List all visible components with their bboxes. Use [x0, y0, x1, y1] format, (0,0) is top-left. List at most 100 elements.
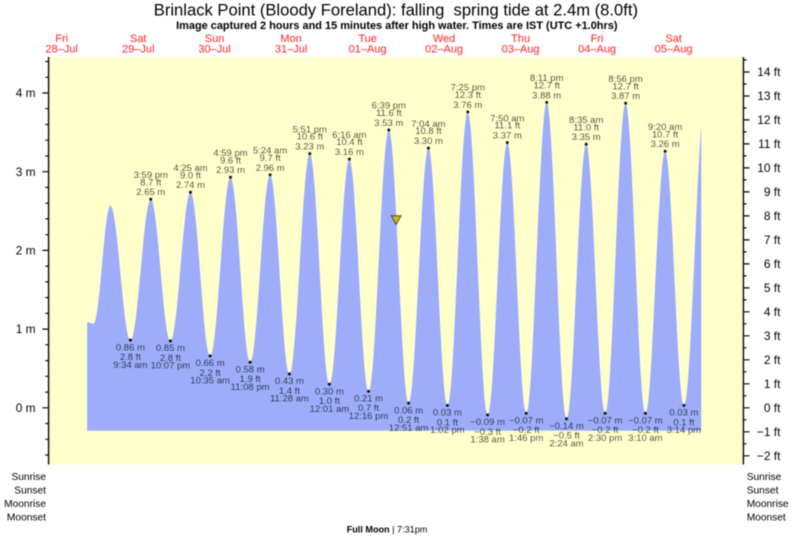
svg-text:3:14 pm: 3:14 pm [667, 425, 701, 436]
svg-text:1:38 am: 1:38 am [470, 435, 504, 446]
svg-text:3.88 m: 3.88 m [532, 90, 561, 101]
svg-text:0 m: 0 m [16, 401, 36, 415]
svg-text:12:01 am: 12:01 am [310, 404, 350, 415]
svg-text:12 ft: 12 ft [757, 113, 781, 127]
svg-text:02–Aug: 02–Aug [425, 44, 463, 56]
svg-text:2 ft: 2 ft [764, 353, 781, 367]
svg-text:Moonrise: Moonrise [747, 499, 789, 510]
svg-text:−0.07 m: −0.07 m [628, 416, 663, 427]
svg-text:−0.2 ft: −0.2 ft [592, 425, 619, 436]
svg-text:8 ft: 8 ft [764, 209, 781, 223]
svg-text:0.03 m: 0.03 m [433, 408, 462, 419]
svg-text:13 ft: 13 ft [757, 89, 781, 103]
svg-text:3.53 m: 3.53 m [374, 118, 403, 129]
svg-text:5:24 am: 5:24 am [253, 146, 287, 157]
svg-text:Moonrise: Moonrise [4, 499, 46, 510]
svg-text:6:16 am: 6:16 am [332, 130, 366, 141]
svg-text:0.1 ft: 0.1 ft [437, 417, 458, 428]
svg-text:4:25 am: 4:25 am [173, 163, 207, 174]
svg-text:−0.3 ft: −0.3 ft [474, 427, 501, 438]
svg-text:10.4 ft: 10.4 ft [336, 137, 363, 148]
svg-text:11:08 pm: 11:08 pm [231, 382, 270, 393]
svg-text:1.4 ft: 1.4 ft [279, 386, 300, 397]
svg-text:2.8 ft: 2.8 ft [120, 352, 141, 363]
svg-text:Sunrise: Sunrise [747, 472, 782, 483]
svg-text:9 ft: 9 ft [764, 185, 781, 199]
svg-text:31–Jul: 31–Jul [275, 44, 307, 56]
svg-text:10:07 pm: 10:07 pm [151, 361, 191, 372]
svg-text:Wed: Wed [433, 33, 455, 45]
svg-text:3.23 m: 3.23 m [295, 142, 324, 153]
svg-text:12.7 ft: 12.7 ft [612, 81, 639, 92]
svg-text:9.7 ft: 9.7 ft [260, 153, 281, 164]
svg-text:1:02 pm: 1:02 pm [430, 425, 464, 436]
svg-text:0.66 m: 0.66 m [196, 358, 225, 369]
svg-text:10.7 ft: 10.7 ft [652, 129, 679, 140]
svg-text:0.2 ft: 0.2 ft [398, 415, 419, 426]
svg-text:3.76 m: 3.76 m [453, 100, 482, 111]
svg-text:−1 ft: −1 ft [757, 425, 781, 439]
svg-text:2.96 m: 2.96 m [256, 163, 285, 174]
svg-text:8:11 pm: 8:11 pm [530, 73, 564, 84]
svg-text:Moonset: Moonset [747, 512, 786, 523]
svg-text:Thu: Thu [511, 33, 530, 45]
svg-text:3.37 m: 3.37 m [493, 131, 522, 142]
svg-text:30–Jul: 30–Jul [198, 44, 230, 56]
svg-text:3.35 m: 3.35 m [572, 132, 601, 143]
svg-text:9:20 am: 9:20 am [648, 122, 682, 133]
svg-text:9.0 ft: 9.0 ft [180, 170, 201, 181]
svg-text:3.26 m: 3.26 m [651, 139, 680, 150]
svg-text:12:51 am: 12:51 am [389, 423, 429, 434]
svg-text:2.93 m: 2.93 m [216, 165, 245, 176]
svg-text:11:28 am: 11:28 am [270, 394, 309, 405]
svg-text:−0.09 m: −0.09 m [470, 417, 505, 428]
svg-text:01–Aug: 01–Aug [349, 44, 387, 56]
svg-text:Sunset: Sunset [747, 486, 779, 497]
svg-text:10.8 ft: 10.8 ft [415, 126, 442, 137]
svg-text:8.7 ft: 8.7 ft [140, 177, 161, 188]
svg-text:Tue: Tue [358, 33, 377, 45]
svg-text:7:25 pm: 7:25 pm [451, 83, 485, 94]
svg-text:−2 ft: −2 ft [757, 449, 781, 463]
svg-text:4 ft: 4 ft [764, 305, 781, 319]
svg-text:Image captured 2 hours and 15: Image captured 2 hours and 15 minutes af… [176, 20, 618, 32]
svg-text:Sunrise: Sunrise [11, 472, 46, 483]
svg-text:12.3 ft: 12.3 ft [455, 90, 482, 101]
svg-text:Sunset: Sunset [14, 486, 46, 497]
svg-text:12.7 ft: 12.7 ft [533, 81, 560, 92]
svg-text:0 ft: 0 ft [764, 401, 781, 415]
svg-text:3.16 m: 3.16 m [335, 147, 364, 158]
svg-text:7:50 am: 7:50 am [490, 113, 524, 124]
svg-text:−0.2 ft: −0.2 ft [632, 425, 659, 436]
svg-text:3:59 pm: 3:59 pm [134, 170, 168, 181]
svg-text:04–Aug: 04–Aug [578, 44, 616, 56]
svg-text:8:35 am: 8:35 am [569, 115, 603, 126]
svg-text:2.65 m: 2.65 m [136, 187, 165, 198]
svg-text:0.86 m: 0.86 m [116, 342, 145, 353]
svg-text:03–Aug: 03–Aug [502, 44, 540, 56]
svg-text:Fri: Fri [591, 33, 604, 45]
svg-text:−0.2 ft: −0.2 ft [513, 425, 540, 436]
svg-text:12:16 pm: 12:16 pm [349, 411, 389, 422]
svg-text:Sat: Sat [130, 33, 147, 45]
svg-text:05–Aug: 05–Aug [655, 44, 693, 56]
svg-text:Sat: Sat [665, 33, 682, 45]
svg-text:3:10 am: 3:10 am [628, 433, 662, 444]
svg-text:2 m: 2 m [16, 244, 36, 258]
svg-text:2:30 pm: 2:30 pm [588, 433, 622, 444]
svg-text:14 ft: 14 ft [757, 65, 781, 79]
svg-text:3.87 m: 3.87 m [611, 91, 640, 102]
svg-text:0.30 m: 0.30 m [315, 386, 344, 397]
svg-text:Sun: Sun [205, 33, 225, 45]
svg-text:11.6 ft: 11.6 ft [376, 108, 402, 119]
svg-text:0.85 m: 0.85 m [156, 343, 185, 354]
svg-text:Moonset: Moonset [7, 512, 46, 523]
svg-text:10 ft: 10 ft [757, 161, 781, 175]
svg-text:29–Jul: 29–Jul [122, 44, 154, 56]
svg-text:Mon: Mon [280, 33, 301, 45]
svg-text:8:56 pm: 8:56 pm [608, 74, 642, 85]
svg-text:4 m: 4 m [16, 86, 36, 100]
svg-text:0.1 ft: 0.1 ft [673, 417, 694, 428]
svg-text:5:51 pm: 5:51 pm [293, 124, 327, 135]
svg-text:1 ft: 1 ft [764, 377, 781, 391]
